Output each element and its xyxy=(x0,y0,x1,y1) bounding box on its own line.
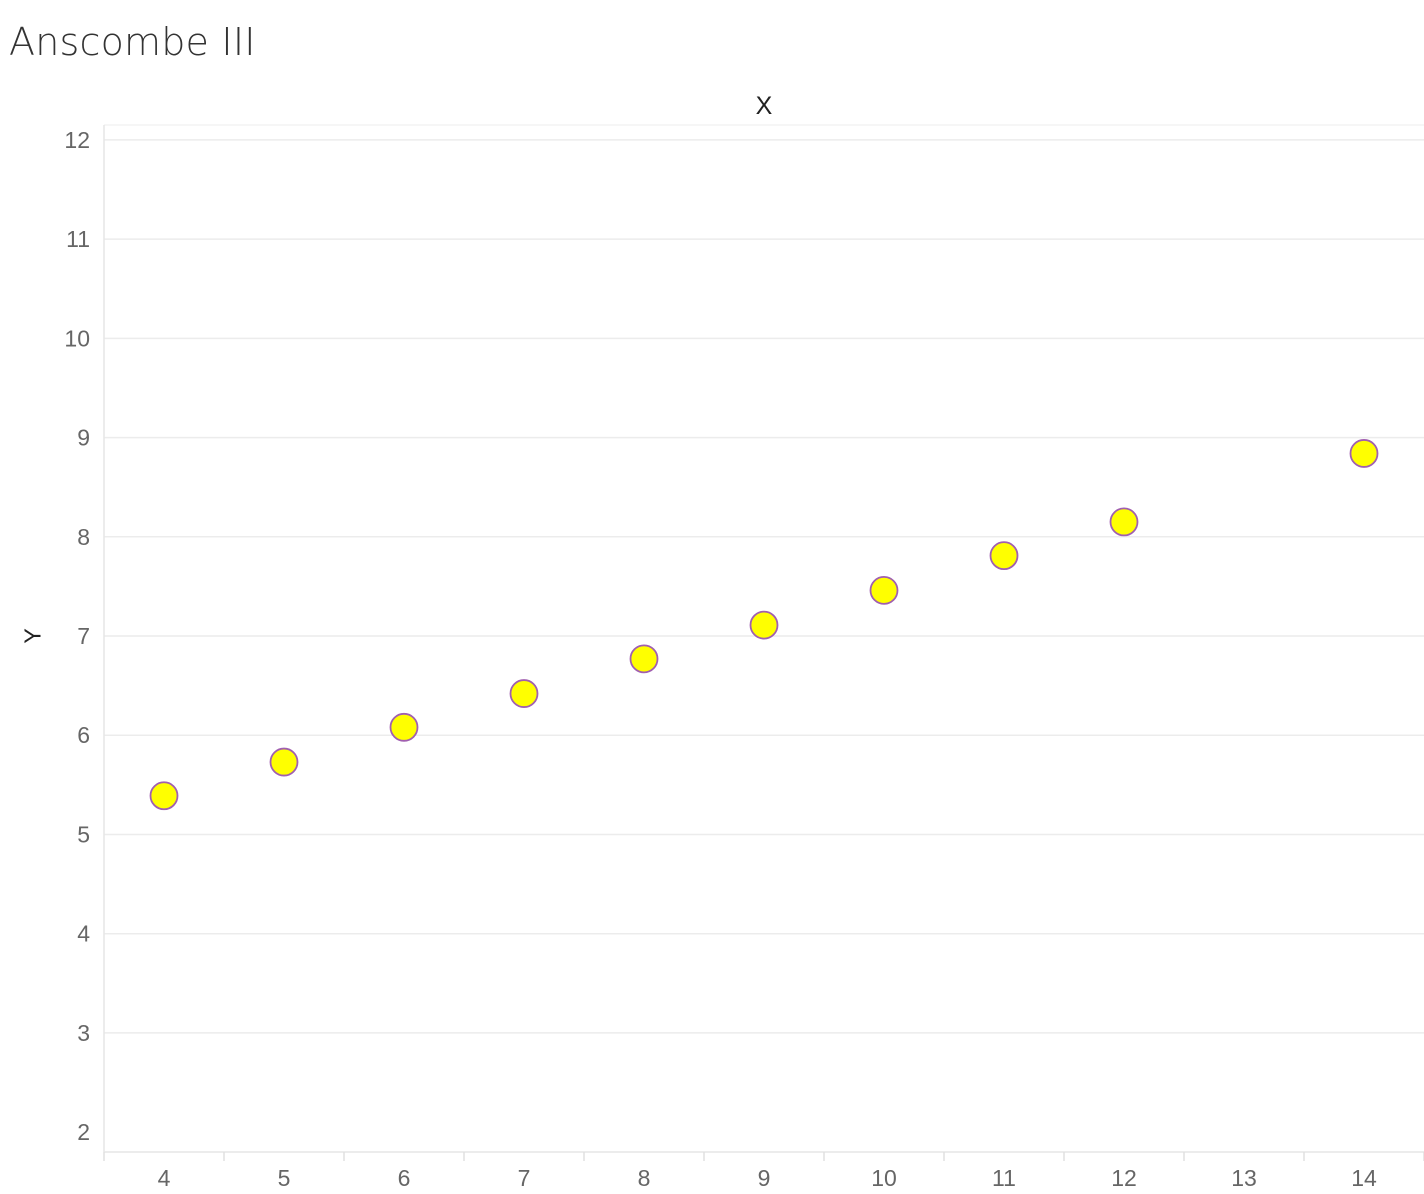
y-tick-labels: 2 3 4 5 6 7 8 9 10 11 12 xyxy=(64,127,90,1145)
x-tick-label: 12 xyxy=(1111,1165,1137,1191)
x-tick-label: 7 xyxy=(518,1165,531,1191)
y-tick-label: 2 xyxy=(77,1119,90,1145)
grid-lines xyxy=(104,124,1424,1034)
chart-title: Anscombe III xyxy=(9,20,256,64)
data-point xyxy=(869,575,899,605)
x-tick-label: 4 xyxy=(158,1165,171,1191)
y-tick-label: 7 xyxy=(77,623,90,649)
y-tick-label: 12 xyxy=(64,127,90,153)
y-tick-label: 8 xyxy=(77,524,90,550)
data-point xyxy=(1109,507,1139,537)
y-tick-label: 9 xyxy=(77,425,90,451)
axis-lines xyxy=(103,125,1424,1161)
x-tick-label: 10 xyxy=(871,1165,897,1191)
x-tick-label: 8 xyxy=(638,1165,651,1191)
data-point xyxy=(149,781,179,811)
y-tick-label: 3 xyxy=(77,1020,90,1046)
x-axis-title: X xyxy=(755,92,773,120)
data-point xyxy=(509,679,539,708)
data-point xyxy=(389,712,419,742)
data-point xyxy=(989,541,1019,571)
y-tick-label: 10 xyxy=(64,325,90,351)
y-tick-label: 11 xyxy=(66,226,90,252)
data-point xyxy=(749,610,779,640)
data-point xyxy=(1349,439,1379,468)
y-tick-label: 5 xyxy=(77,821,90,847)
x-tick-label: 5 xyxy=(278,1165,291,1191)
y-tick-label: 6 xyxy=(77,722,90,748)
x-tick-label: 11 xyxy=(992,1165,1016,1191)
x-tick-label: 14 xyxy=(1351,1165,1377,1191)
x-tick-label: 9 xyxy=(758,1165,771,1191)
data-point xyxy=(629,644,659,674)
data-points xyxy=(149,439,1379,811)
x-tick-label: 13 xyxy=(1231,1165,1257,1191)
x-tick-label: 6 xyxy=(398,1165,411,1191)
y-tick-label: 4 xyxy=(77,921,90,947)
x-tick-labels: 4 5 6 7 8 9 10 11 12 13 14 xyxy=(158,1165,1377,1191)
data-point xyxy=(269,747,299,777)
